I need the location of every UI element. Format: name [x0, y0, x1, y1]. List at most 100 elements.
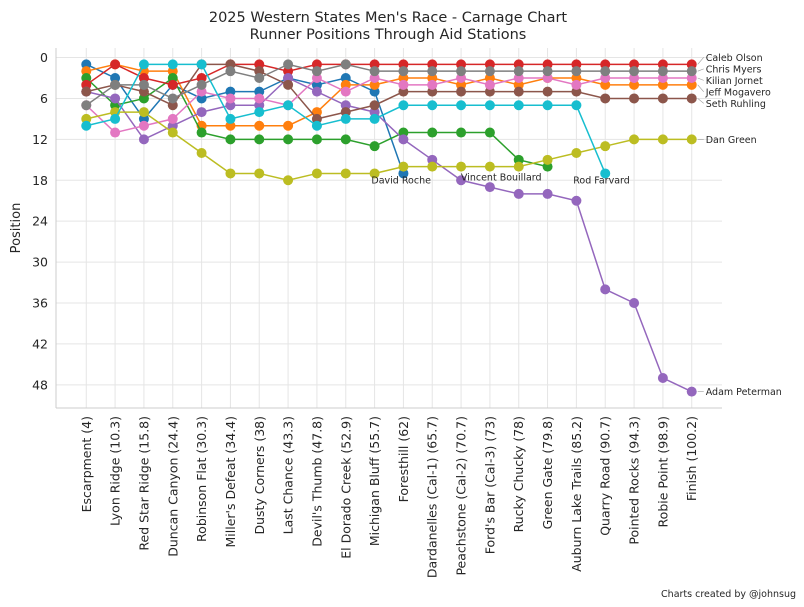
data-point — [225, 93, 236, 104]
data-point — [196, 148, 207, 158]
data-point — [484, 100, 495, 111]
x-tick-label: Lyon Ridge (10.3) — [108, 416, 123, 526]
data-point — [484, 66, 495, 77]
data-point — [398, 66, 409, 77]
data-point — [138, 120, 149, 131]
y-tick-label: 12 — [32, 132, 48, 147]
runner-label: Rod Farvard — [573, 175, 630, 186]
data-point — [254, 120, 265, 131]
series-line — [85, 77, 692, 134]
data-point — [254, 134, 265, 145]
x-tick-label: Red Star Ridge (15.8) — [136, 416, 151, 551]
runner-label: Caleb Olson — [706, 53, 763, 64]
data-point — [167, 113, 178, 124]
x-tick-label: Robinson Flat (30.3) — [194, 416, 209, 542]
data-point — [427, 100, 438, 111]
data-point — [283, 59, 294, 70]
data-point — [369, 168, 380, 179]
x-tick-label: Quarry Road (90.7) — [598, 416, 613, 536]
data-point — [686, 386, 697, 397]
data-point — [629, 93, 640, 104]
x-tick-label: Green Gate (79.8) — [540, 416, 555, 529]
data-point — [629, 66, 640, 77]
data-point — [542, 66, 553, 77]
data-point — [657, 134, 668, 145]
data-point — [369, 141, 380, 152]
x-tick-label: Duncan Canyon (24.4) — [165, 416, 180, 557]
data-point — [398, 161, 409, 172]
end-labels: David Roche Vincent Bouillard Rod Farvard C… — [371, 53, 781, 398]
data-point — [81, 100, 92, 111]
runner-label: Dan Green — [706, 135, 757, 146]
series-line — [86, 63, 692, 120]
data-point — [81, 86, 92, 97]
data-point — [369, 113, 380, 124]
data-point — [456, 86, 467, 97]
y-tick-label: 18 — [32, 173, 48, 188]
data-point — [340, 134, 351, 145]
data-point — [311, 86, 322, 97]
data-point — [600, 93, 611, 104]
data-point — [138, 134, 149, 145]
y-tick-label: 24 — [32, 214, 48, 229]
x-tick-label: Rucky Chucky (78) — [511, 416, 526, 532]
data-point — [513, 161, 524, 172]
series-chris-myers — [81, 59, 697, 111]
y-tick-label: 30 — [32, 255, 48, 270]
data-point — [427, 127, 438, 138]
x-tick-label: Pointed Rocks (94.3) — [627, 416, 642, 545]
data-point — [484, 182, 495, 193]
series-rod-farvard — [81, 59, 611, 179]
runner-label: Jeff Mogavero — [705, 87, 771, 98]
data-point — [513, 100, 524, 111]
data-point — [81, 120, 92, 131]
data-point — [110, 79, 121, 90]
label-leader-line — [697, 77, 704, 81]
data-point — [167, 59, 178, 70]
data-point — [167, 127, 178, 138]
x-tick-label: Dusty Corners (38) — [252, 416, 267, 535]
grid — [56, 48, 722, 408]
data-point — [311, 66, 322, 77]
data-point — [600, 168, 611, 179]
y-tick-label: 36 — [32, 296, 48, 311]
data-point — [629, 298, 640, 308]
data-point — [369, 100, 380, 111]
data-point — [600, 284, 611, 295]
data-point — [167, 93, 178, 104]
series-line — [85, 63, 692, 106]
data-point — [398, 134, 409, 145]
series-line — [85, 63, 692, 86]
data-point — [571, 100, 582, 111]
data-point — [427, 79, 438, 90]
data-point — [542, 100, 553, 111]
data-point — [254, 168, 265, 179]
data-point — [225, 66, 236, 77]
data-point — [456, 127, 467, 138]
data-point — [311, 168, 322, 179]
data-point — [629, 134, 640, 145]
footer-credit: Charts created by @johnsug — [661, 589, 796, 600]
data-point — [513, 188, 524, 199]
data-point — [196, 59, 207, 70]
runner-label: Chris Myers — [706, 64, 762, 75]
x-tick-label: Auburn Lake Trails (85.2) — [569, 416, 584, 572]
data-point — [340, 59, 351, 70]
data-point — [456, 161, 467, 172]
data-point — [369, 66, 380, 77]
runner-label: Adam Peterman — [706, 387, 782, 398]
data-point — [283, 79, 294, 90]
x-tick-label: Peachstone (Cal-2) (70.7) — [454, 416, 469, 576]
x-tick-label: Foresthill (62) — [396, 416, 411, 502]
data-point — [225, 168, 236, 179]
data-point — [657, 373, 668, 383]
data-point — [254, 107, 265, 118]
axes: 0 6 12 18 24 30 36 42 48 Escarpment (4) Lyon Ridge… — [32, 48, 722, 578]
data-point — [513, 66, 524, 77]
y-tick-label: 0 — [40, 50, 48, 65]
label-leader-line — [697, 84, 704, 93]
data-point — [138, 59, 149, 70]
series-line — [86, 111, 692, 182]
data-point — [196, 107, 207, 118]
